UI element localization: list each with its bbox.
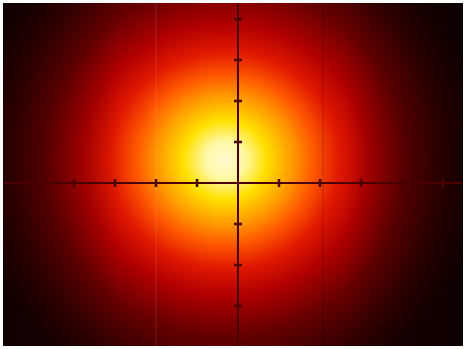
sensor-band-right [322,3,324,346]
sensor-band-left [155,3,157,346]
crosshair-overlay [3,3,463,346]
beam-vignette [3,3,463,346]
